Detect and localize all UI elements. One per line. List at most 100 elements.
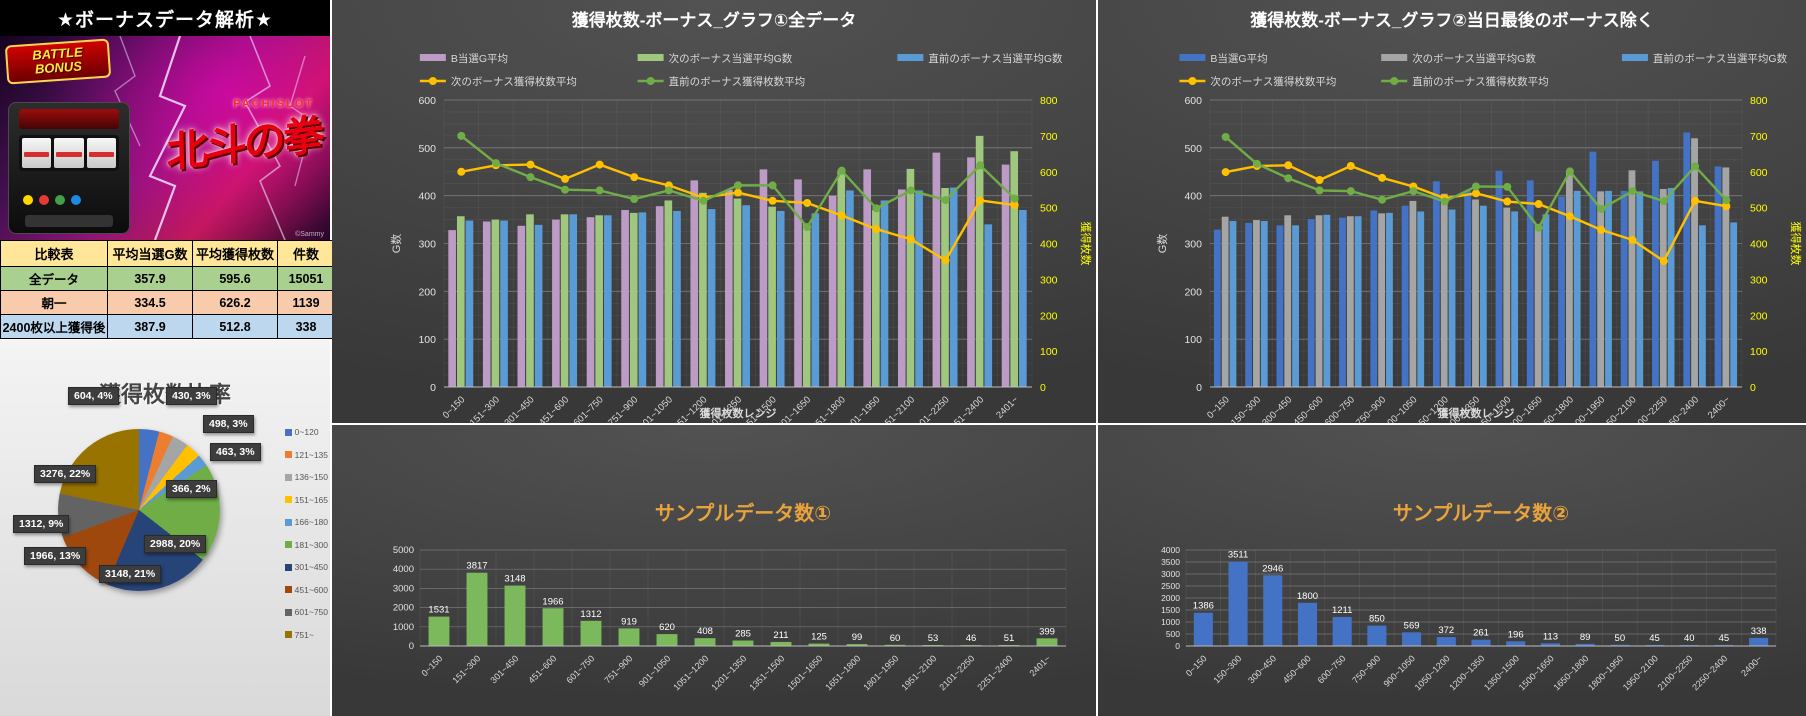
pie-legend-item: 121~135 [284,450,328,460]
y-axis-tick: 5000 [393,545,414,556]
battle-bonus-badge: BATTLE BONUS [4,38,112,85]
left-axis-title: G数 [1156,234,1169,254]
table-row: 朝一 334.5 626.2 1139 [0,290,335,315]
y-axis-tick: 0 [409,641,414,652]
legend-swatch-icon [637,54,664,61]
y-axis-tick: 4000 [1161,545,1180,555]
left-axis-tick: 300 [1184,239,1202,251]
svg-text:901~1050: 901~1050 [637,394,675,423]
pie-chart[interactable]: 604, 4% 430, 3% 498, 3% 463, 3% 366, 2% 2988,… [0,387,330,709]
y-axis-tick: 3000 [393,583,414,594]
pie-label-166~180: 366, 2% [166,480,217,498]
svg-text:1201~1350: 1201~1350 [709,653,748,692]
sample-count-2-chart: サンプルデータ数②0500100015002000250030003500400… [1161,501,1777,692]
svg-text:751~900: 751~900 [602,653,634,685]
right-axis-tick: 600 [1040,167,1058,179]
left-axis-tick: 100 [418,334,436,346]
right-axis-title: 獲得枚数 [1079,222,1093,266]
y-axis-tick: 0 [1175,641,1180,651]
pie-label-601~750: 1312, 9% [13,515,70,533]
right-axis-tick: 0 [1040,382,1046,394]
bar-value-label: 46 [966,633,977,644]
svg-text:301~450: 301~450 [502,394,536,423]
right-axis-tick: 0 [1750,382,1756,394]
bonus-graph-2-chart: 獲得枚数-ボーナス_グラフ②当日最後のボーナス除く B当選G平均 次のボーナス当選平… [1156,10,1803,423]
pie-legend-item: 136~150 [284,472,328,482]
pie-label-451~600: 1966, 13% [24,547,87,565]
bar-value-label: 53 [928,633,939,644]
svg-text:1051~1200: 1051~1200 [671,653,710,692]
svg-text:900~1050: 900~1050 [1381,653,1417,689]
y-axis-tick: 2000 [393,603,414,614]
row-value: 512.8 [192,314,278,339]
bar-value-label: 113 [1543,631,1558,642]
svg-text:151~300: 151~300 [468,394,502,423]
svg-text:直前のボーナス当選平均G数: 直前のボーナス当選平均G数 [1653,52,1788,65]
bar-value-label: 1531 [428,605,449,616]
legend-swatch-icon [897,54,924,61]
svg-text:1501~1650: 1501~1650 [785,653,824,692]
chart-panel-bonus-graph-2[interactable]: 獲得枚数-ボーナス_グラフ②当日最後のボーナス除く B当選G平均 次のボーナス当選平… [1098,0,1806,423]
bar-value-label: 45 [1649,633,1660,644]
bar-value-label: 261 [1473,628,1489,639]
chart-title: 獲得枚数-ボーナス_グラフ①全データ [572,10,857,30]
svg-text:601~750: 601~750 [564,653,596,685]
svg-text:次のボーナス当選平均G数: 次のボーナス当選平均G数 [1412,52,1536,65]
svg-text:B当選G平均: B当選G平均 [451,52,508,65]
svg-text:直前のボーナス獲得枚数平均: 直前のボーナス獲得枚数平均 [669,75,806,88]
svg-text:次のボーナス獲得枚数平均: 次のボーナス獲得枚数平均 [1210,75,1336,88]
left-axis-tick: 200 [1184,286,1202,298]
left-axis-tick: 500 [1184,143,1202,155]
chart-panel-sample-count-2[interactable]: サンプルデータ数② 0 500 1000 1500 2000 2500 3000 3500 400… [1098,425,1806,716]
legend-swatch-icon [284,631,292,638]
pie-legend: 0~120 121~135 136~150 151~165 166~180 181~300… [284,427,328,652]
svg-text:150~300: 150~300 [1211,653,1243,685]
legend-swatch-icon [1179,54,1206,61]
left-axis-tick: 400 [1184,191,1202,203]
table-header: 平均当選G数 [107,240,193,267]
left-axis-tick: 300 [418,239,436,251]
svg-text:0~150: 0~150 [419,653,444,678]
bar-value-label: 1800 [1297,591,1318,602]
lightning-art [114,36,313,240]
svg-text:直前のボーナス獲得枚数平均: 直前のボーナス獲得枚数平均 [1412,75,1549,88]
left-axis-tick: 500 [418,143,436,155]
slot-machine-art [8,102,130,234]
chart-panel-sample-count-1[interactable]: サンプルデータ数① 0 1000 2000 3000 4000 5000 1531 3817 31… [332,425,1096,716]
svg-text:1651~1800: 1651~1800 [823,653,862,692]
legend-swatch-icon [284,586,292,593]
row-value: 357.9 [107,266,193,291]
right-axis-tick: 800 [1040,95,1058,107]
bar-value-label: 99 [852,632,863,643]
svg-text:451~600: 451~600 [537,394,571,423]
legend-swatch-icon [284,518,292,526]
y-axis-tick: 4000 [393,564,414,575]
pie-legend-item: 451~600 [284,585,328,595]
svg-text:直前のボーナス当選平均G数: 直前のボーナス当選平均G数 [928,52,1063,65]
svg-text:B当選G平均: B当選G平均 [1210,52,1267,65]
svg-text:300~450: 300~450 [1246,653,1278,685]
pie-title: 獲得枚数比率 [98,382,231,407]
row-value: 1139 [277,290,335,315]
table-header: 件数 [277,240,335,267]
machine-tray [25,215,113,227]
svg-text:1500~1650: 1500~1650 [1517,653,1556,692]
pie-label-151~165: 463, 3% [210,443,261,461]
right-axis-tick: 700 [1750,131,1768,143]
chart-panel-bonus-graph-1[interactable]: 獲得枚数-ボーナス_グラフ①全データ B当選G平均 次のボーナス当選平均G数 直前のボ… [332,0,1096,423]
bar-value-label: 338 [1751,626,1767,637]
svg-text:1351~1500: 1351~1500 [747,653,786,692]
legend-swatch-icon [284,428,292,436]
pie-legend-item: 751~ [284,630,328,640]
bar-value-label: 2946 [1262,563,1283,574]
row-label: 朝一 [0,290,108,315]
y-axis-tick: 1500 [1161,605,1180,615]
bar-value-label: 569 [1404,620,1420,631]
pie-legend-item: 181~300 [284,540,328,550]
table-row: 2400枚以上獲得後 387.9 512.8 338 [0,314,335,339]
svg-text:2101~2250: 2101~2250 [910,394,952,423]
row-value: 15051 [277,266,335,291]
svg-text:0~150: 0~150 [1184,653,1209,678]
y-axis-tick: 2000 [1161,593,1180,603]
